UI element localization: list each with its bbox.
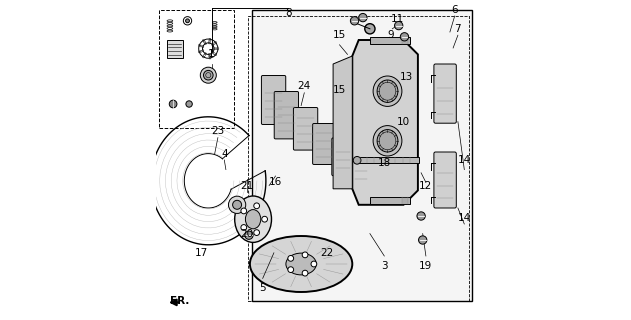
FancyBboxPatch shape <box>434 64 456 123</box>
Text: 24: 24 <box>298 81 311 92</box>
Ellipse shape <box>373 76 402 106</box>
Text: 6: 6 <box>451 4 458 15</box>
Text: FR.: FR. <box>170 296 189 306</box>
Text: 12: 12 <box>419 180 432 191</box>
FancyBboxPatch shape <box>312 124 336 164</box>
Polygon shape <box>333 56 352 189</box>
Bar <box>370 197 410 204</box>
Text: 11: 11 <box>391 14 404 24</box>
Ellipse shape <box>373 126 402 156</box>
Ellipse shape <box>377 130 398 152</box>
Text: 20: 20 <box>240 228 253 239</box>
Text: 1: 1 <box>208 49 215 60</box>
Circle shape <box>288 255 293 261</box>
Text: 21: 21 <box>240 180 253 191</box>
Circle shape <box>353 156 361 164</box>
Ellipse shape <box>250 236 352 292</box>
Bar <box>357 157 420 163</box>
Ellipse shape <box>377 80 398 102</box>
FancyBboxPatch shape <box>351 152 371 187</box>
Text: 22: 22 <box>320 248 333 258</box>
FancyBboxPatch shape <box>274 92 298 139</box>
Polygon shape <box>252 10 472 301</box>
Circle shape <box>311 261 317 267</box>
Circle shape <box>254 203 259 209</box>
FancyBboxPatch shape <box>261 76 286 124</box>
Circle shape <box>186 19 189 23</box>
Circle shape <box>254 230 259 236</box>
Ellipse shape <box>245 210 261 229</box>
Circle shape <box>418 236 427 244</box>
Text: 15: 15 <box>333 84 346 95</box>
Circle shape <box>200 67 216 83</box>
Text: 19: 19 <box>419 260 432 271</box>
Text: 18: 18 <box>378 158 391 168</box>
Text: 10: 10 <box>397 116 410 127</box>
Ellipse shape <box>235 196 271 243</box>
Circle shape <box>302 270 308 276</box>
Circle shape <box>288 267 293 273</box>
Circle shape <box>186 101 192 107</box>
Circle shape <box>400 33 409 41</box>
Bar <box>249 16 469 301</box>
Text: 9: 9 <box>387 30 394 40</box>
Circle shape <box>394 21 403 30</box>
Circle shape <box>350 17 358 25</box>
Text: 8: 8 <box>285 8 292 18</box>
Bar <box>370 37 410 44</box>
Circle shape <box>241 208 247 214</box>
Circle shape <box>241 225 247 230</box>
Circle shape <box>245 231 253 239</box>
Circle shape <box>358 13 367 22</box>
Text: 23: 23 <box>211 126 225 136</box>
Text: 16: 16 <box>269 177 282 188</box>
Circle shape <box>233 200 242 209</box>
Text: 13: 13 <box>400 72 413 82</box>
Circle shape <box>302 252 308 258</box>
Circle shape <box>262 216 268 222</box>
Circle shape <box>228 196 245 213</box>
Text: 15: 15 <box>333 30 346 40</box>
Circle shape <box>365 24 375 34</box>
Text: 14: 14 <box>457 155 471 165</box>
Circle shape <box>169 100 177 108</box>
Text: 7: 7 <box>454 24 461 34</box>
Polygon shape <box>352 40 418 205</box>
FancyBboxPatch shape <box>293 108 318 150</box>
Text: 5: 5 <box>259 283 266 293</box>
Text: 3: 3 <box>381 260 387 271</box>
Text: 14: 14 <box>457 212 471 223</box>
Ellipse shape <box>286 253 316 275</box>
Bar <box>159 10 234 128</box>
FancyBboxPatch shape <box>434 152 456 208</box>
Text: 4: 4 <box>221 148 228 159</box>
FancyBboxPatch shape <box>332 138 354 176</box>
Text: 17: 17 <box>195 248 208 258</box>
Polygon shape <box>167 40 183 58</box>
Circle shape <box>417 212 425 220</box>
Circle shape <box>204 70 213 80</box>
